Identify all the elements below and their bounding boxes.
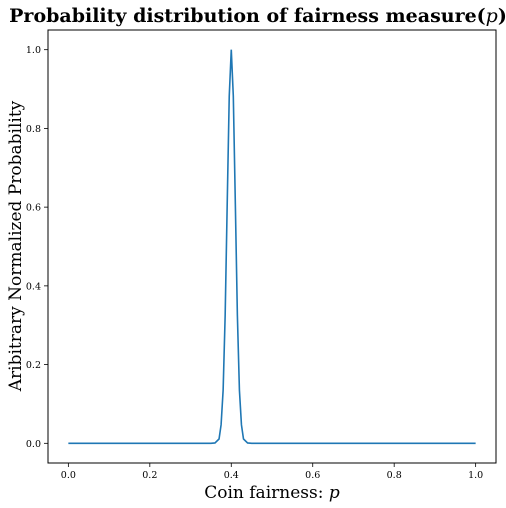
x-axis-label: Coin fairness: p xyxy=(204,483,340,503)
x-tick-label: 0.4 xyxy=(224,470,239,481)
x-axis: 0.0 0.2 0.4 0.6 0.8 1.0 xyxy=(61,463,483,481)
y-tick-label: 1.0 xyxy=(26,45,41,56)
y-tick-label: 0.8 xyxy=(26,124,41,135)
y-axis: 0.0 0.2 0.4 0.6 0.8 1.0 xyxy=(26,45,48,450)
x-tick-label: 0.0 xyxy=(61,470,76,481)
y-tick-label: 0.2 xyxy=(26,360,41,371)
x-tick-label: 0.8 xyxy=(387,470,402,481)
x-tick-label: 0.6 xyxy=(305,470,320,481)
y-tick-label: 0.4 xyxy=(26,281,41,292)
y-tick-label: 0.0 xyxy=(26,439,41,450)
axes-frame xyxy=(47,29,497,464)
chart-title: Probability distribution of fairness mea… xyxy=(9,5,506,27)
x-tick-label: 1.0 xyxy=(468,470,483,481)
y-tick-label: 0.6 xyxy=(26,203,41,214)
series-line-0 xyxy=(68,49,476,445)
y-axis-label: Aribitrary Normalized Probability xyxy=(6,100,26,392)
x-tick-label: 0.2 xyxy=(142,470,157,481)
plot-area: 0.0 0.2 0.4 0.6 0.8 1.0 0.0 0.2 0.4 0.6 0.8 1.0 xyxy=(26,29,497,481)
